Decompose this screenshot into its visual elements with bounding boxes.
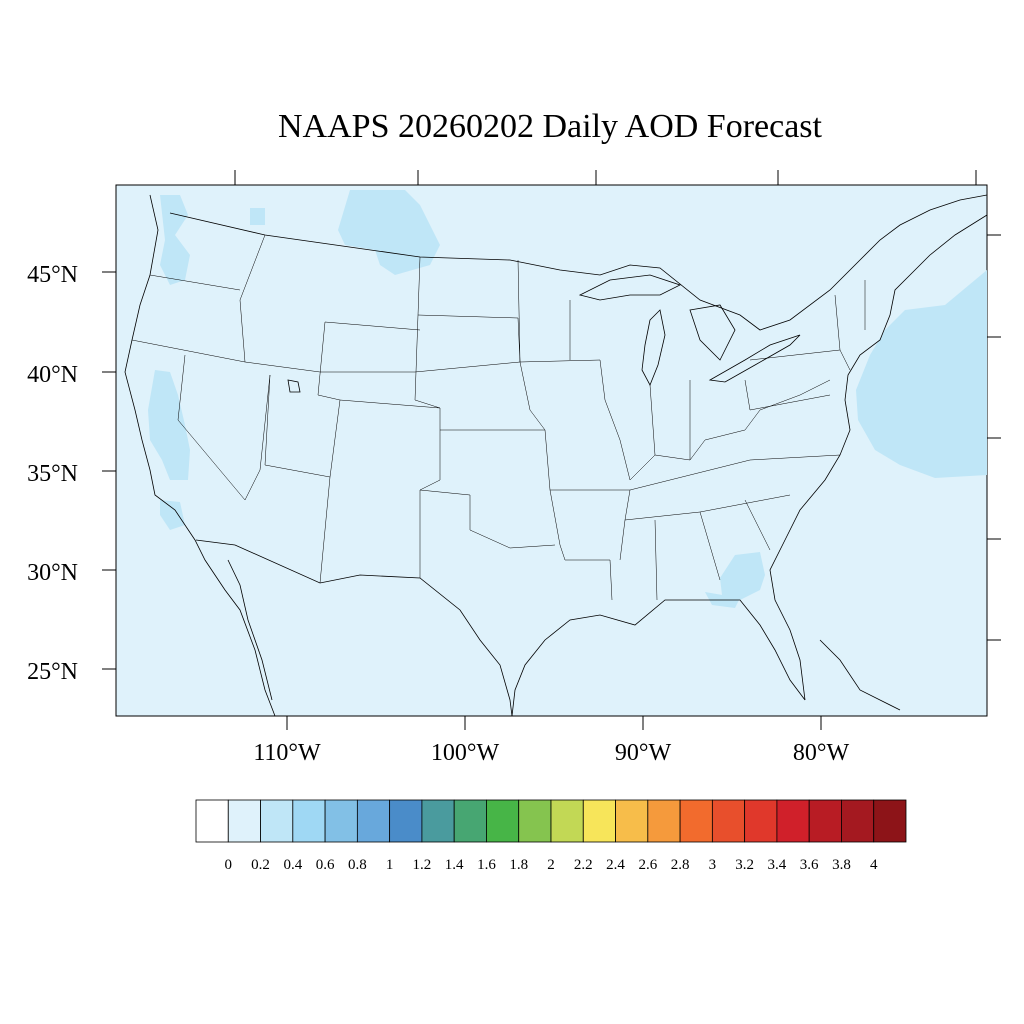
colorbar-label: 3.2	[735, 857, 754, 873]
colorbar-label: 0.6	[316, 857, 335, 873]
colorbar-swatch	[356, 799, 391, 843]
colorbar-label: 3	[709, 857, 717, 873]
lon-label: 90°W	[615, 740, 672, 766]
atlantic-coast	[769, 214, 988, 701]
colorbar-swatch	[486, 799, 520, 843]
lat-label: 35°N	[27, 461, 78, 487]
lon-label: 110°W	[253, 740, 321, 766]
state-line	[629, 454, 841, 491]
state-line	[319, 476, 331, 584]
longitude-labels: 110°W 100°W 90°W 80°W	[253, 740, 849, 766]
colorbar-swatch	[582, 799, 616, 843]
lat-label: 40°N	[27, 362, 78, 388]
colorbar-label: 1.4	[445, 857, 464, 873]
colorbar-swatch	[776, 799, 810, 843]
lake-erie-ontario	[708, 334, 801, 383]
colorbar-label: 3.8	[832, 857, 851, 873]
latitude-labels: 45°N 40°N 35°N 30°N 25°N	[27, 262, 78, 685]
colorbar-label: 2	[547, 857, 555, 873]
state-line	[339, 399, 441, 409]
lake-superior	[578, 274, 682, 301]
colorbar-swatch	[744, 799, 778, 843]
colorbar-swatch	[873, 799, 907, 843]
lat-label: 45°N	[27, 262, 78, 288]
lon-label: 100°W	[431, 740, 500, 766]
state-line	[749, 280, 866, 371]
lat-label: 30°N	[27, 560, 78, 586]
colorbar-label: 2.4	[606, 857, 625, 873]
colorbar-swatch	[808, 799, 842, 843]
colorbar-label: 1.6	[477, 857, 496, 873]
colorbar-swatch	[453, 799, 487, 843]
colorbar-swatch	[227, 799, 261, 843]
lon-label: 80°W	[793, 740, 850, 766]
aod-blob-washington	[160, 195, 190, 285]
state-line	[131, 339, 601, 373]
us-canada-border	[169, 194, 988, 331]
colorbar-swatch	[647, 799, 681, 843]
aod-blob-atlantic	[856, 270, 987, 478]
colorbar-label: 1.2	[413, 857, 432, 873]
colorbar-label: 4	[870, 857, 878, 873]
colorbar-label: 3.6	[800, 857, 819, 873]
colorbar-swatch	[292, 799, 326, 843]
state-borders	[131, 234, 866, 601]
state-line	[517, 259, 571, 363]
coastline-west	[124, 194, 276, 717]
state-line	[649, 379, 831, 460]
colorbar-label: 2.2	[574, 857, 593, 873]
map-background	[115, 184, 988, 717]
colorbar-label: 1	[386, 857, 394, 873]
state-line	[149, 274, 241, 291]
state-line	[654, 499, 771, 601]
colorbar-label: 3.4	[768, 857, 787, 873]
aod-blob-georgia	[720, 552, 765, 600]
baja-coast	[227, 559, 273, 701]
aod-blob-idaho	[250, 208, 265, 225]
colorbar-swatch	[389, 799, 423, 843]
aod-blob-california	[148, 370, 190, 480]
colorbar-swatch	[421, 799, 455, 843]
colorbar-swatch	[711, 799, 746, 843]
colorbar-label: 0.8	[348, 857, 367, 873]
state-line	[440, 429, 613, 601]
aod-blob-socal	[160, 500, 185, 530]
colorbar-label: 2.6	[638, 857, 657, 873]
us-mexico-border	[195, 539, 513, 717]
boundaries	[124, 194, 988, 717]
colorbar-label: 0.4	[283, 857, 302, 873]
gulf-coast	[511, 599, 806, 717]
colorbar-swatch	[550, 799, 584, 843]
state-line	[599, 359, 831, 481]
colorbar-label: 2.8	[671, 857, 690, 873]
colorbar-label: 0	[225, 857, 233, 873]
colorbar-swatch	[841, 799, 875, 843]
aod-blob-montana	[338, 190, 440, 275]
colorbar-swatch	[195, 799, 229, 843]
colorbar-label: 1.8	[509, 857, 528, 873]
state-line	[239, 234, 266, 363]
colorbar-label: 0.2	[251, 857, 270, 873]
colorbar-swatch	[518, 799, 552, 843]
colorbar	[195, 799, 907, 843]
florida-keys	[819, 639, 901, 711]
lake-michigan	[641, 309, 666, 386]
axis-ticks	[102, 170, 1001, 730]
state-line	[550, 489, 631, 561]
map-panel	[115, 184, 988, 717]
lat-label: 25°N	[27, 659, 78, 685]
state-line	[177, 354, 271, 501]
lake-huron	[689, 304, 736, 361]
colorbar-swatch	[324, 799, 358, 843]
state-line	[419, 489, 556, 549]
map-title: NAAPS 20260202 Daily AOD Forecast	[278, 108, 822, 145]
colorbar-swatch	[679, 799, 713, 843]
colorbar-labels: 0 0.2 0.4 0.6 0.8 1 1.2 1.4 1.6 1.8 2 2.2 2.4 2.6 2.8 3…	[225, 857, 878, 873]
colorbar-swatch	[260, 799, 294, 843]
colorbar-swatch	[615, 799, 649, 843]
great-salt-lake	[287, 379, 301, 393]
